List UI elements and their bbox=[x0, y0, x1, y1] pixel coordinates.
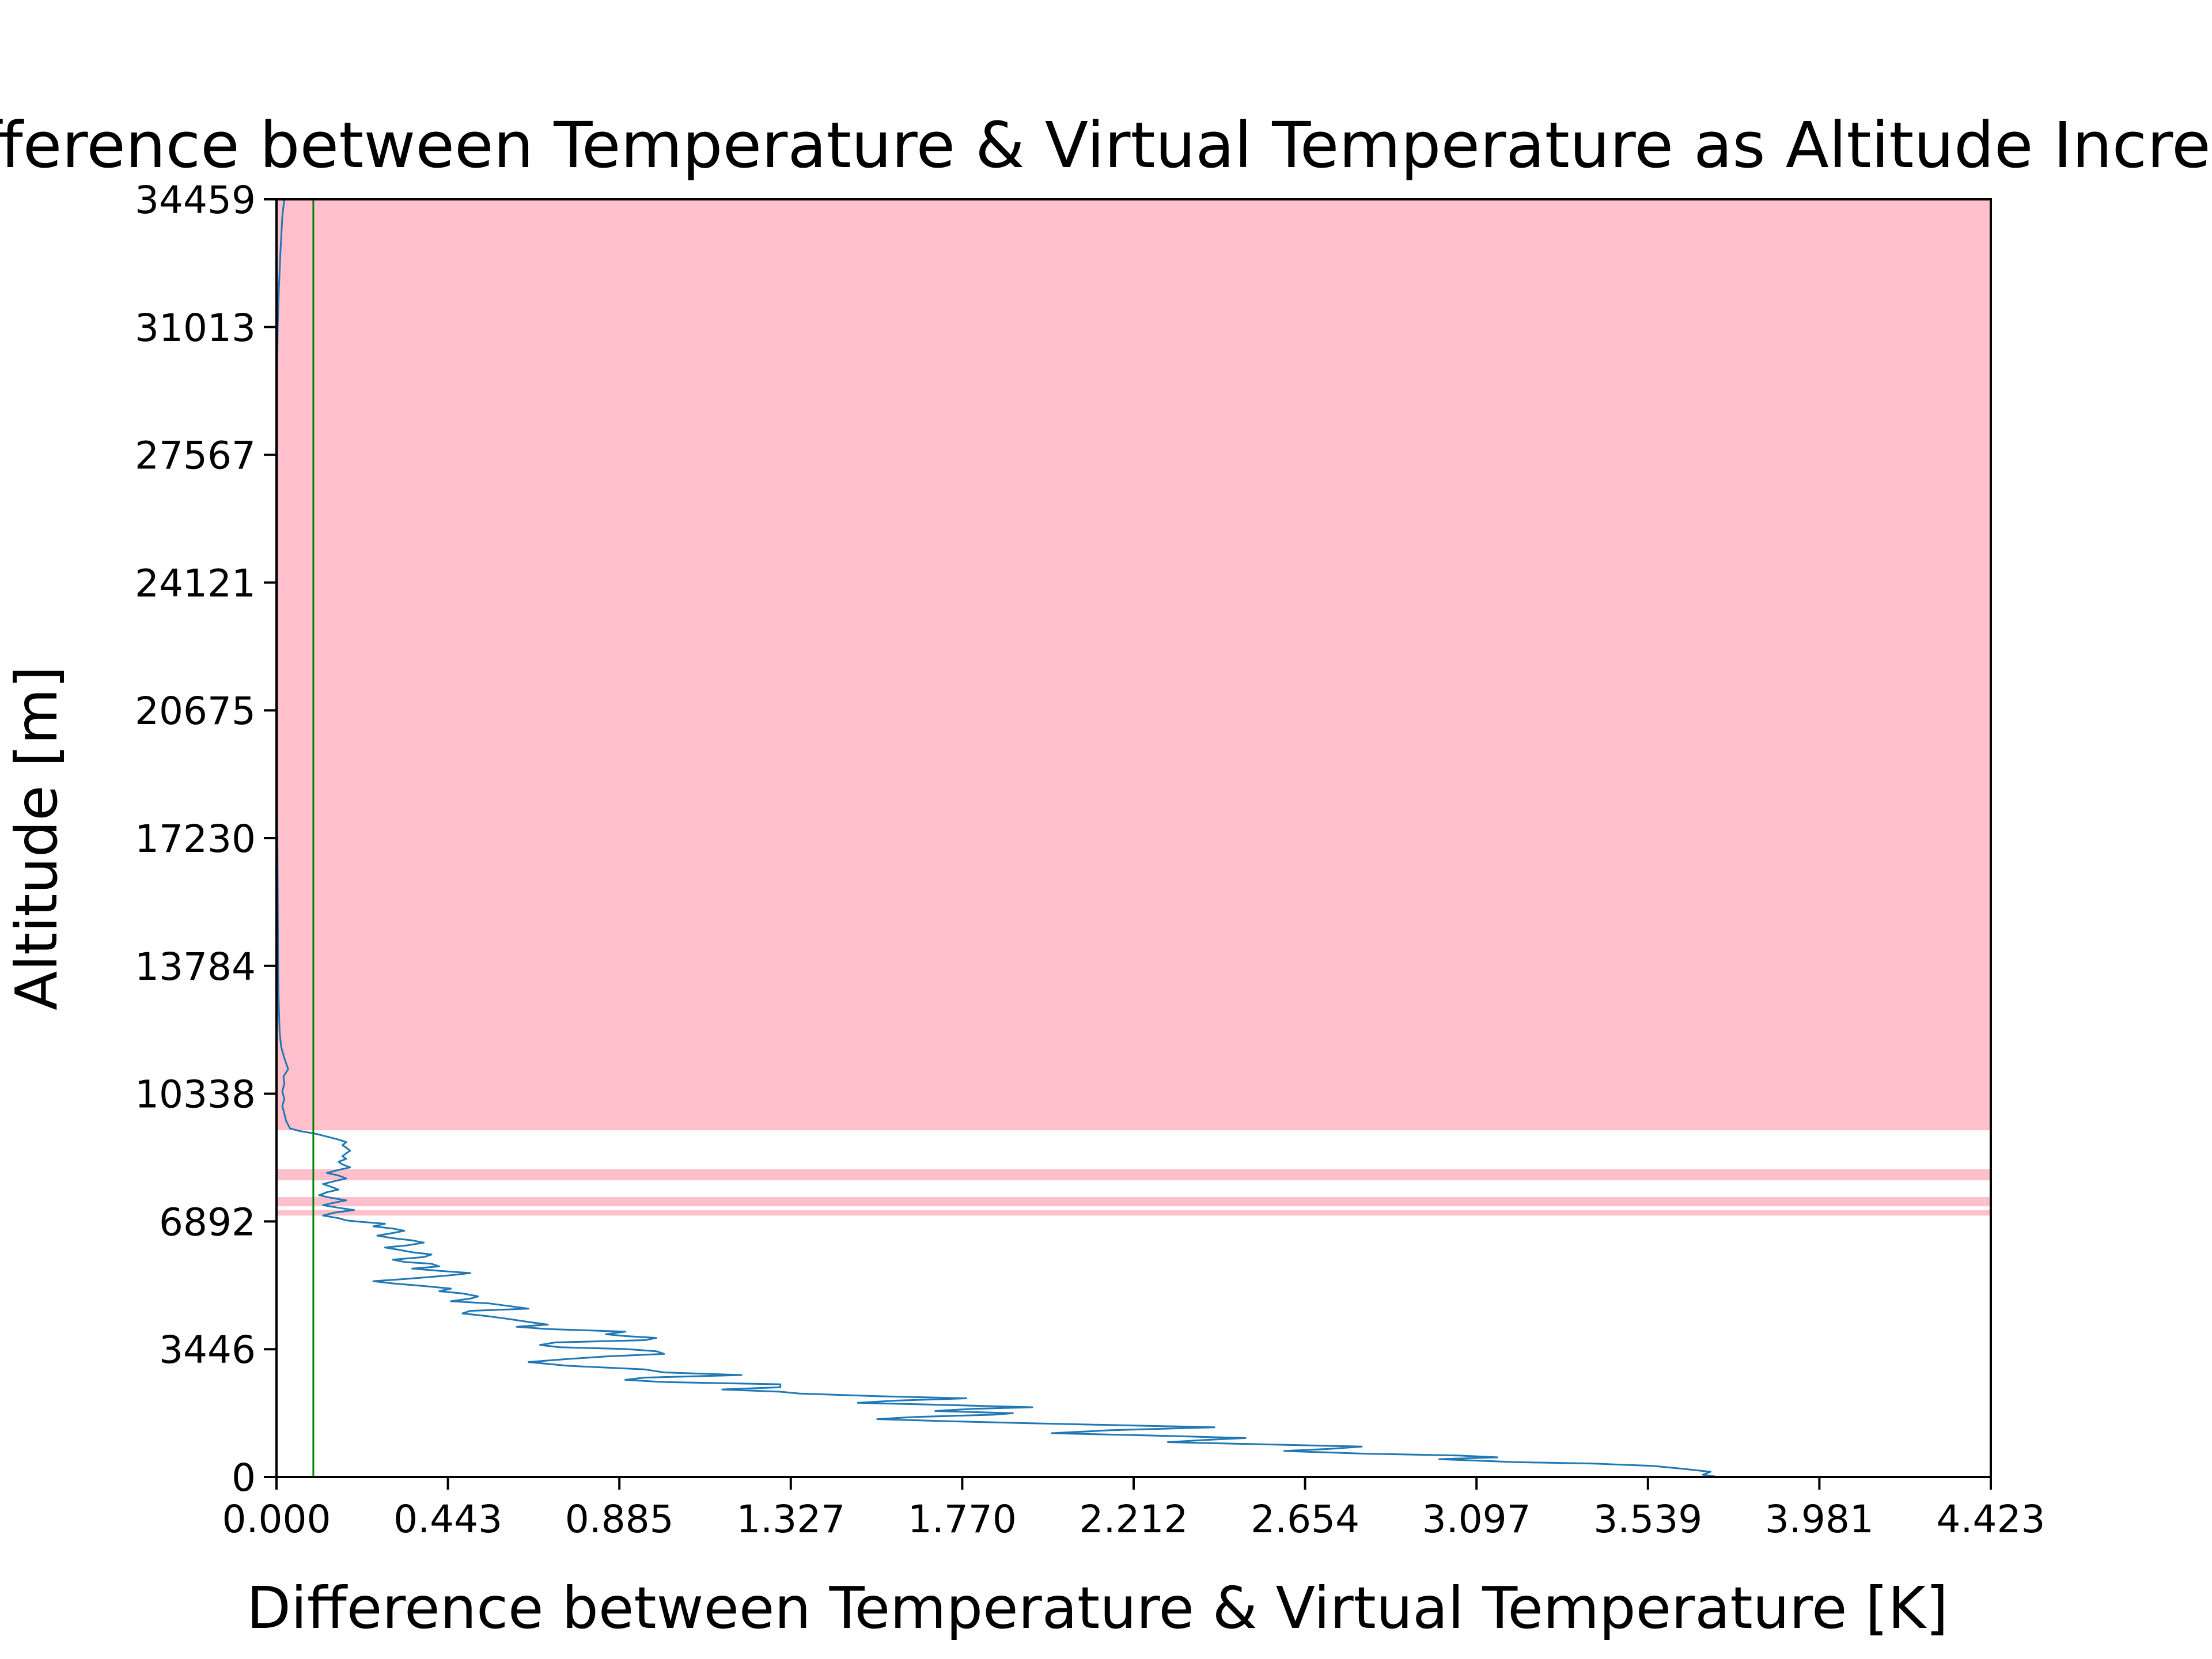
x-tick-label: 2.212 bbox=[1080, 1497, 1188, 1541]
shaded-band-1 bbox=[276, 1169, 1991, 1181]
x-tick-label: 3.097 bbox=[1422, 1497, 1531, 1541]
x-axis-label: Difference between Temperature & Virtual… bbox=[247, 1574, 1948, 1642]
series-line bbox=[276, 199, 1719, 1478]
x-tick-label: 4.423 bbox=[1937, 1497, 2046, 1541]
y-tick-label: 10338 bbox=[135, 1073, 256, 1117]
y-tick-label: 24121 bbox=[135, 561, 256, 605]
y-tick-label: 20675 bbox=[135, 689, 256, 733]
x-tick-label: 2.654 bbox=[1251, 1497, 1359, 1541]
x-axis-ticks: 0.000 0.443 0.885 1.327 1.770 2.212 2.654 3.097… bbox=[222, 1477, 2046, 1541]
y-tick-label: 17230 bbox=[135, 817, 256, 861]
shaded-band-3 bbox=[276, 1210, 1991, 1216]
shaded-band-0 bbox=[276, 199, 1991, 1131]
y-tick-label: 34459 bbox=[135, 178, 256, 222]
x-tick-label: 0.443 bbox=[393, 1497, 502, 1541]
y-tick-label: 13784 bbox=[135, 945, 256, 989]
x-tick-label: 3.539 bbox=[1593, 1497, 1702, 1541]
x-tick-label: 1.770 bbox=[908, 1497, 1017, 1541]
shaded-band-2 bbox=[276, 1197, 1991, 1207]
x-tick-label: 3.981 bbox=[1765, 1497, 1874, 1541]
shaded-bands bbox=[276, 199, 1991, 1216]
chart-title: Difference between Temperature & Virtual… bbox=[0, 108, 2212, 182]
x-tick-label: 1.327 bbox=[736, 1497, 845, 1541]
y-axis-label: Altitude [m] bbox=[3, 666, 70, 1010]
y-tick-label: 0 bbox=[232, 1456, 256, 1500]
y-tick-label: 3446 bbox=[159, 1328, 256, 1372]
x-tick-label: 0.885 bbox=[565, 1497, 674, 1541]
y-axis-ticks: 0 3446 6892 10338 13784 17230 20675 24121 27567 3… bbox=[135, 178, 276, 1500]
y-tick-label: 27567 bbox=[135, 434, 256, 478]
y-tick-label: 6892 bbox=[159, 1200, 256, 1244]
x-tick-label: 0.000 bbox=[222, 1497, 331, 1541]
y-tick-label: 31013 bbox=[135, 306, 256, 350]
